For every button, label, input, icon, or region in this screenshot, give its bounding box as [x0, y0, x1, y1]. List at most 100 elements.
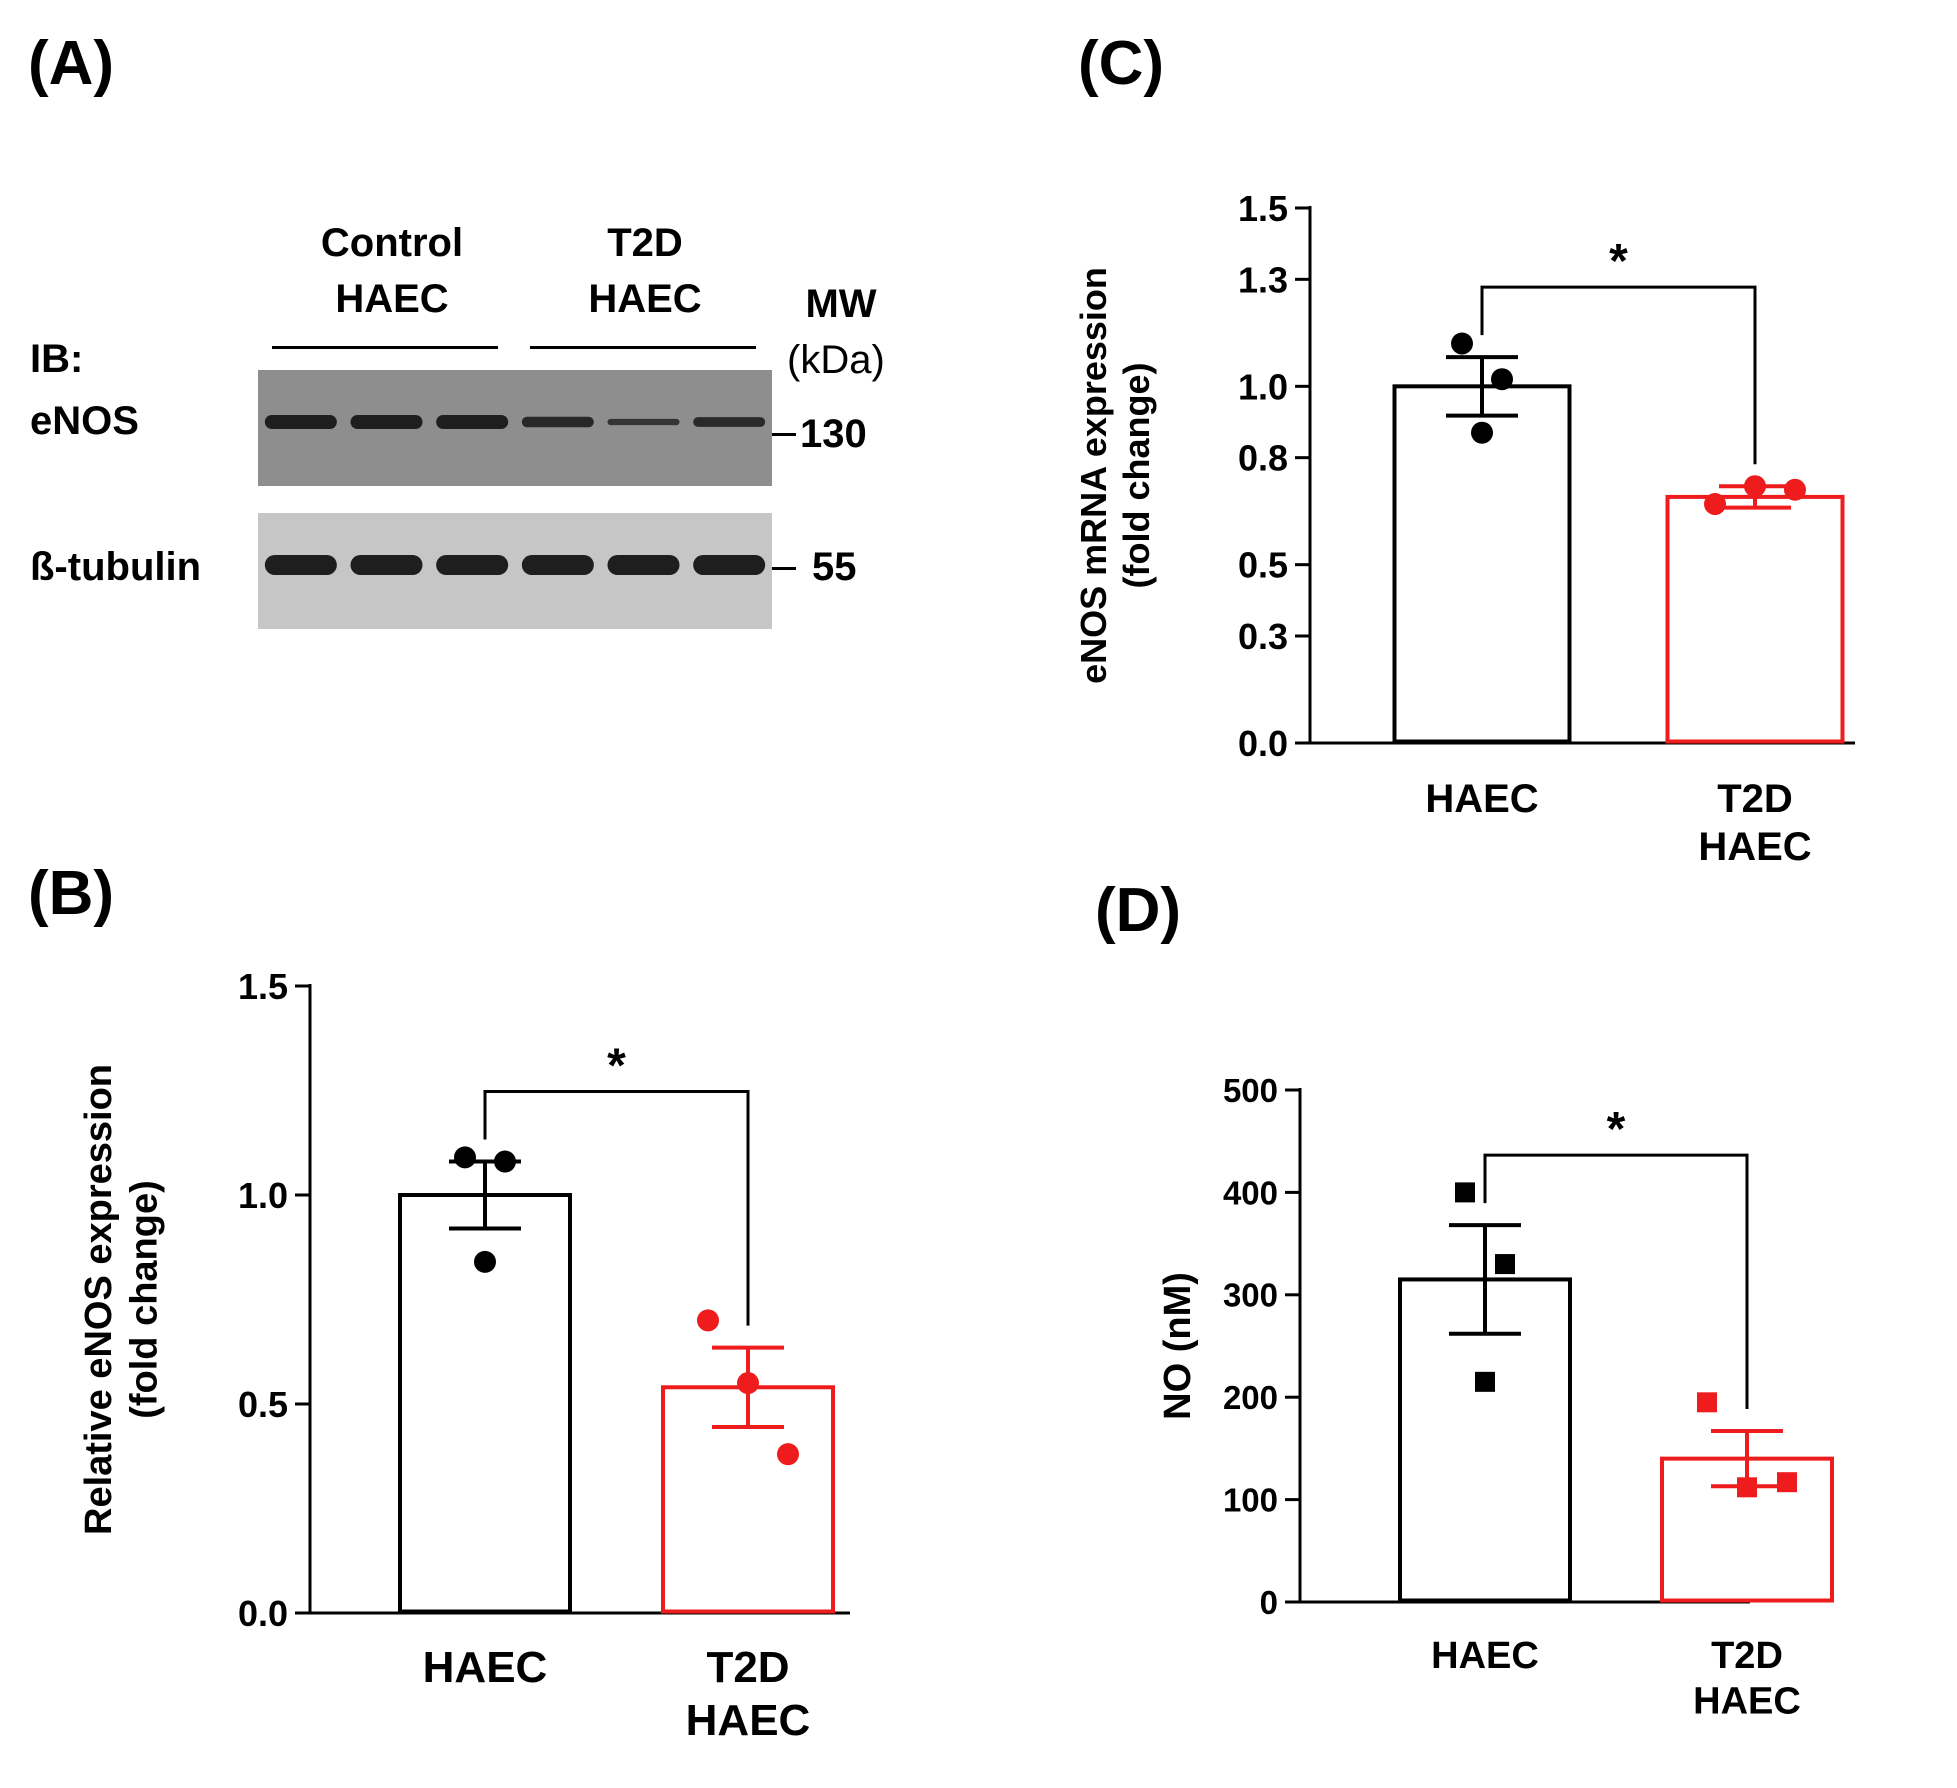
x-category-label-d-1: HAEC — [1431, 1635, 1539, 1677]
x-category-label-c-1-line1: HAEC — [1425, 777, 1538, 821]
blot-group-t2d-underline — [530, 346, 756, 349]
y-axis-label-c-line2: (fold change) — [1116, 363, 1157, 589]
y-axis-label-b-line1: Relative eNOS expression — [78, 1064, 120, 1535]
y-tick-label-c-2: 0.5 — [1238, 545, 1288, 586]
x-category-label-d-2: T2D HAEC — [1693, 1635, 1801, 1723]
blot-row1-label: eNOS — [30, 399, 139, 443]
y-tick-label-c-3: 0.8 — [1238, 438, 1288, 479]
blot-row2-membrane — [258, 513, 772, 629]
y-axis-label-d-line1: NO (nM) — [1157, 1272, 1199, 1420]
tubulin-band-6 — [693, 555, 766, 575]
blot-group-control-underline — [272, 346, 498, 349]
x-category-label-b-1: HAEC — [423, 1643, 548, 1692]
panel-label-b: (B) — [28, 859, 115, 928]
data-point-b-2-3 — [777, 1443, 799, 1466]
blot-row1-marker-tick — [772, 433, 796, 436]
y-tick-label-c-1: 0.3 — [1238, 616, 1288, 657]
y-axis-label-c: eNOS mRNA expression(fold change) — [1073, 267, 1157, 684]
data-point-b-1-3 — [474, 1250, 496, 1273]
y-tick-label-d-4: 400 — [1223, 1174, 1278, 1211]
enos-band-4 — [521, 416, 594, 428]
significance-bracket-c — [1480, 285, 1757, 465]
data-point-d-2-3 — [1777, 1472, 1797, 1493]
data-point-b-2-2 — [737, 1372, 759, 1395]
y-tick-label-b-2: 1.0 — [238, 1175, 288, 1216]
y-tick-label-b-0: 0.0 — [238, 1593, 288, 1634]
enos-band-2 — [350, 415, 423, 429]
data-point-d-2-1 — [1697, 1392, 1717, 1413]
data-point-c-1-1 — [1451, 332, 1473, 355]
significance-bracket-d — [1483, 1153, 1749, 1409]
data-point-c-2-1 — [1704, 493, 1726, 516]
blot-group-t2d-line2: HAEC — [588, 277, 702, 321]
tubulin-band-5 — [607, 555, 680, 575]
x-category-label-c-2-line1: T2D — [1717, 777, 1793, 821]
blot-group-control-line1: Control — [320, 221, 464, 265]
x-category-label-c-1: HAEC — [1425, 777, 1538, 821]
blot-kda-label: (kDa) — [787, 338, 885, 382]
data-point-d-2-2 — [1737, 1477, 1757, 1498]
x-category-label-d-2-line1: T2D — [1711, 1635, 1783, 1677]
blot-group-t2d-label: T2D HAEC — [545, 215, 745, 327]
y-tick-label-c-6: 1.5 — [1238, 188, 1288, 229]
x-category-label-c-2-line2: HAEC — [1698, 825, 1811, 869]
data-point-b-2-1 — [697, 1309, 719, 1332]
blot-row2-label: ß-tubulin — [30, 545, 202, 589]
data-point-c-1-2 — [1491, 368, 1513, 391]
chart-panel-b: 0.0 0.5 1.0 1.5 Relative eNOS expression(fol… — [78, 966, 850, 1745]
y-axis-label-c-line1: eNOS mRNA expression — [1073, 267, 1114, 684]
blot-group-control-label: Control HAEC — [292, 215, 492, 327]
blot-row1-membrane — [258, 370, 772, 486]
blot-group-control-line2: HAEC — [335, 277, 449, 321]
blot-group-t2d-line1: T2D — [607, 221, 683, 265]
significance-star-b: * — [607, 1040, 626, 1093]
blot-row1-bands — [264, 415, 766, 429]
tubulin-band-2 — [350, 555, 423, 575]
data-point-d-1-3 — [1475, 1371, 1495, 1392]
panel-label-d: (D) — [1095, 876, 1182, 945]
x-category-label-c-2: T2D HAEC — [1698, 777, 1811, 869]
y-axis-label-b-line2: (fold change) — [124, 1180, 166, 1419]
y-axis-label-b: Relative eNOS expression(fold change) — [78, 1064, 166, 1535]
data-point-c-2-2 — [1744, 475, 1766, 498]
panel-label-c: (C) — [1078, 29, 1165, 98]
tubulin-band-1 — [264, 555, 337, 575]
data-point-c-2-3 — [1784, 478, 1806, 501]
x-category-label-b-2-line2: HAEC — [686, 1696, 811, 1745]
enos-band-1 — [264, 415, 337, 429]
x-category-label-d-1-line1: HAEC — [1431, 1635, 1539, 1677]
data-point-d-1-1 — [1455, 1182, 1475, 1203]
y-tick-label-d-1: 100 — [1223, 1481, 1278, 1518]
y-axis-label-d: NO (nM) — [1157, 1272, 1199, 1420]
y-tick-label-c-0: 0.0 — [1238, 723, 1288, 764]
x-category-label-b-2-line1: T2D — [706, 1643, 789, 1692]
y-tick-label-d-3: 300 — [1223, 1277, 1278, 1314]
y-tick-label-d-2: 200 — [1223, 1379, 1278, 1416]
y-tick-label-d-5: 500 — [1223, 1072, 1278, 1109]
blot-mw-label: MW — [805, 282, 877, 326]
data-point-b-1-2 — [494, 1150, 516, 1173]
y-tick-label-b-1: 0.5 — [238, 1384, 288, 1425]
panel-label-a: (A) — [28, 29, 115, 98]
data-point-d-1-2 — [1495, 1254, 1515, 1275]
enos-band-6 — [693, 417, 766, 427]
significance-bracket-b — [483, 1090, 750, 1326]
data-point-c-1-3 — [1471, 421, 1493, 444]
significance-star-d: * — [1607, 1103, 1626, 1156]
x-category-label-d-2-line2: HAEC — [1693, 1681, 1801, 1723]
blot-ib-label: IB: — [30, 337, 84, 381]
y-tick-label-b-3: 1.5 — [238, 966, 288, 1007]
data-point-b-1-1 — [454, 1146, 476, 1169]
y-tick-label-d-0: 0 — [1260, 1584, 1278, 1621]
x-category-label-b-1-line1: HAEC — [423, 1643, 548, 1692]
blot-row2-marker-tick — [772, 567, 796, 570]
enos-band-3 — [436, 415, 509, 429]
bar-c-2 — [1665, 494, 1845, 744]
y-tick-label-c-5: 1.3 — [1238, 259, 1288, 300]
blot-row2-marker: 55 — [812, 545, 857, 589]
tubulin-band-3 — [436, 555, 509, 575]
tubulin-band-4 — [521, 555, 594, 575]
x-category-label-b-2: T2D HAEC — [686, 1643, 811, 1745]
significance-star-c: * — [1609, 235, 1628, 288]
